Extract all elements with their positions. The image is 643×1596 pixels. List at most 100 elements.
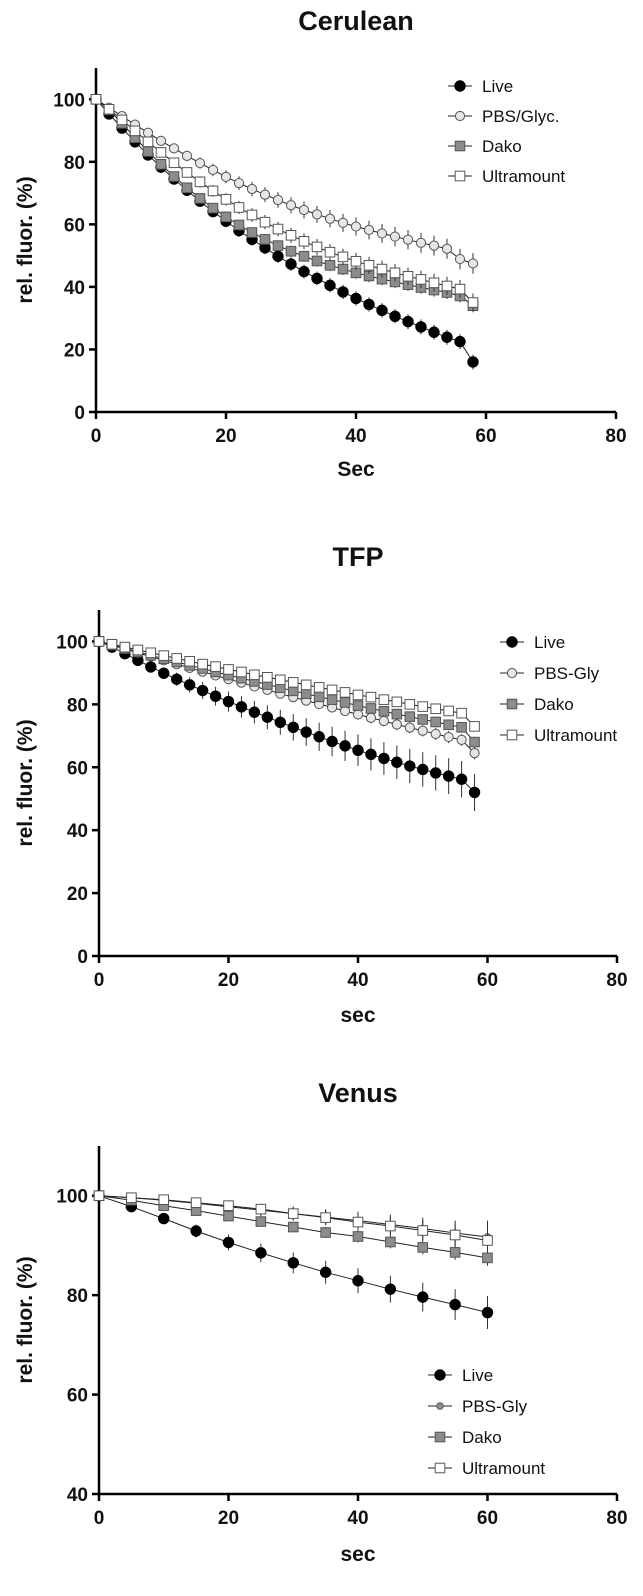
legend-marker (454, 110, 466, 122)
data-point (90, 93, 102, 105)
data-point (106, 638, 118, 650)
data-point (272, 223, 284, 235)
data-point (220, 194, 232, 205)
data-point (352, 709, 364, 720)
data-point (222, 695, 235, 708)
data-point (259, 234, 271, 245)
data-point (350, 292, 362, 305)
data-point (311, 209, 323, 220)
data-point (158, 650, 170, 661)
data-point (385, 1236, 396, 1248)
data-point (285, 230, 297, 241)
data-point (468, 786, 481, 799)
series-line (95, 98, 474, 303)
y-tick-label: 40 (67, 1485, 88, 1506)
data-point (441, 331, 453, 343)
data-point (262, 672, 273, 683)
data-point (363, 260, 375, 271)
chart-2: TFP 0 20 40 60 80 100 0 20 40 60 80 sec rel. fluor. (… (14, 542, 628, 1027)
data-point (158, 667, 170, 679)
series-pbs-glyc- (90, 94, 479, 274)
data-point (287, 1257, 299, 1269)
data-point (467, 297, 479, 308)
data-point (337, 217, 349, 228)
legend-marker (454, 140, 466, 152)
y-tick-label: 60 (67, 1386, 88, 1407)
data-point (404, 699, 416, 710)
x-tick-label: 0 (94, 1508, 105, 1529)
x-tick-label: 20 (215, 426, 236, 447)
data-point (415, 237, 427, 248)
data-point (417, 714, 429, 725)
legend-marker (454, 80, 466, 92)
legend-label: Live (462, 1366, 493, 1385)
data-point (417, 763, 429, 776)
y-tick-label: 60 (64, 215, 85, 236)
data-point (285, 245, 297, 257)
legend-label: Dako (462, 1428, 502, 1447)
data-point (391, 719, 402, 730)
data-point (249, 669, 260, 681)
y-tick-label: 60 (67, 758, 88, 779)
data-point (467, 356, 479, 368)
data-point (378, 705, 390, 717)
legend-label: Dako (482, 137, 522, 156)
data-point (272, 194, 284, 206)
data-point (352, 1231, 364, 1242)
data-point (430, 716, 441, 728)
x-tick-label: 40 (347, 1508, 368, 1529)
data-point (190, 1197, 202, 1208)
data-point (272, 250, 284, 262)
x-tick-label: 20 (218, 1508, 239, 1529)
x-axis-label: sec (340, 1543, 375, 1566)
data-point (443, 705, 454, 717)
data-point (324, 246, 336, 258)
data-point (389, 267, 401, 279)
data-point (168, 157, 180, 169)
data-point (233, 177, 245, 189)
data-point (467, 258, 479, 269)
data-point (428, 240, 440, 251)
data-point (320, 1227, 331, 1238)
data-point (184, 655, 195, 667)
data-point (300, 688, 312, 699)
y-tick-label: 40 (64, 278, 85, 299)
data-point (272, 240, 284, 251)
data-point (261, 711, 274, 723)
x-tick-label: 40 (345, 426, 366, 447)
data-point (456, 722, 467, 733)
y-tick-label: 0 (74, 403, 85, 424)
series-ultramount (93, 1190, 493, 1253)
chart-1: Cerulean 0 20 40 60 80 100 0 20 40 60 80 Sec rel. flu… (14, 6, 627, 481)
series-line (95, 98, 474, 264)
data-point (233, 202, 245, 213)
data-point (168, 171, 180, 182)
data-point (181, 167, 193, 178)
data-point (456, 734, 467, 746)
data-point (428, 277, 440, 289)
data-point (404, 711, 416, 722)
data-point (339, 697, 351, 708)
data-point (274, 716, 286, 728)
y-tick-label: 100 (53, 90, 85, 111)
data-point (194, 157, 206, 169)
data-point (158, 1194, 170, 1205)
data-point (129, 125, 141, 137)
y-tick-label: 20 (64, 340, 85, 361)
data-point (223, 664, 234, 675)
y-tick-label: 80 (67, 1286, 88, 1307)
data-point (190, 1225, 202, 1237)
y-tick-label: 80 (67, 695, 88, 716)
series-ultramount (93, 636, 480, 732)
data-point (194, 193, 206, 204)
data-point (181, 182, 193, 194)
x-tick-label: 80 (606, 970, 627, 991)
data-point (207, 164, 219, 176)
data-point (311, 241, 323, 253)
legend-marker (506, 667, 518, 679)
data-point (220, 211, 232, 223)
data-point (222, 1236, 235, 1249)
data-point (469, 748, 480, 759)
data-point (352, 689, 364, 701)
data-point (259, 216, 271, 228)
